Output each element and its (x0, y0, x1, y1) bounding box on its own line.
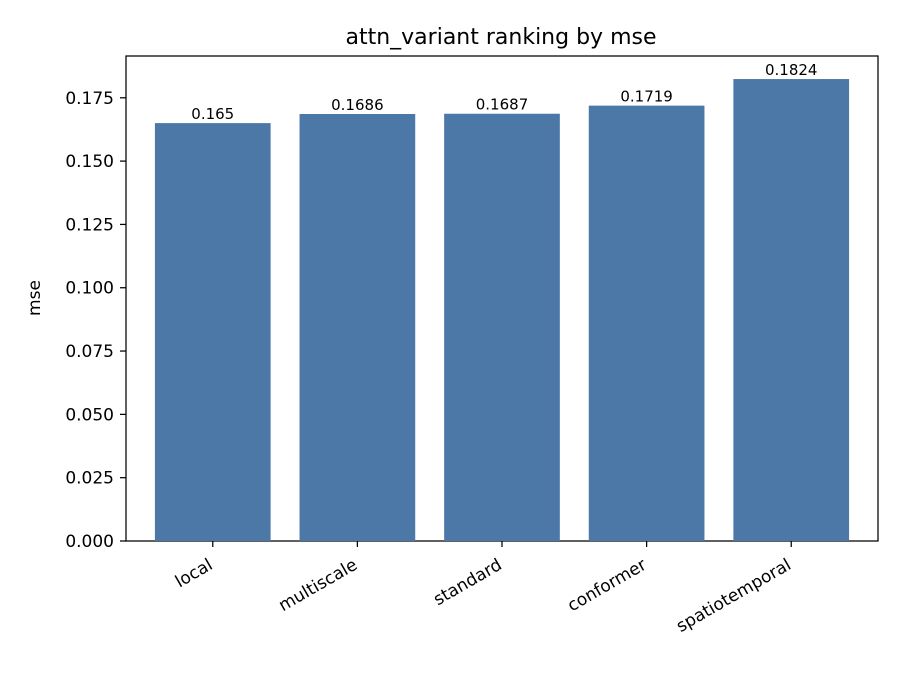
y-tick-label: 0.100 (65, 279, 114, 299)
x-tick-label: multiscale (275, 555, 361, 616)
bar-conformer (588, 105, 705, 541)
bar-labels: 0.165 0.1686 0.1687 0.1719 0.1824 (191, 61, 817, 123)
x-tick-label: standard (430, 555, 505, 610)
y-tick-label: 0.050 (65, 405, 114, 425)
bar-value-label: 0.1824 (765, 61, 818, 79)
x-tick-label: spatiotemporal (673, 555, 795, 637)
y-axis-label: mse (25, 280, 45, 316)
y-tick-label: 0.075 (65, 342, 114, 362)
y-tick-label: 0.025 (65, 469, 114, 489)
bar-standard (444, 113, 560, 542)
chart-title: attn_variant ranking by mse (345, 25, 656, 50)
bar-multiscale (299, 114, 416, 541)
bar-spatiotemporal (733, 79, 850, 542)
bar-value-label: 0.1686 (331, 96, 384, 114)
bar-local (154, 123, 271, 542)
x-tick-label: local (172, 555, 216, 592)
x-axis: local multiscale standard conformer spatiote… (172, 541, 795, 637)
bar-value-label: 0.1719 (620, 88, 673, 106)
y-tick-label: 0.150 (65, 152, 114, 172)
y-tick-label: 0.000 (65, 532, 114, 552)
y-axis: 0.000 0.025 0.050 0.075 0.100 0.125 0.150 0.175 (65, 89, 126, 552)
plot-area: 0.165 0.1686 0.1687 0.1719 0.1824 (125, 55, 879, 542)
y-tick-label: 0.175 (65, 89, 114, 109)
x-tick-label: conformer (564, 555, 650, 616)
bar-value-label: 0.165 (191, 105, 234, 123)
y-tick-label: 0.125 (65, 215, 114, 235)
bar-value-label: 0.1687 (476, 96, 529, 114)
bars (154, 79, 850, 542)
